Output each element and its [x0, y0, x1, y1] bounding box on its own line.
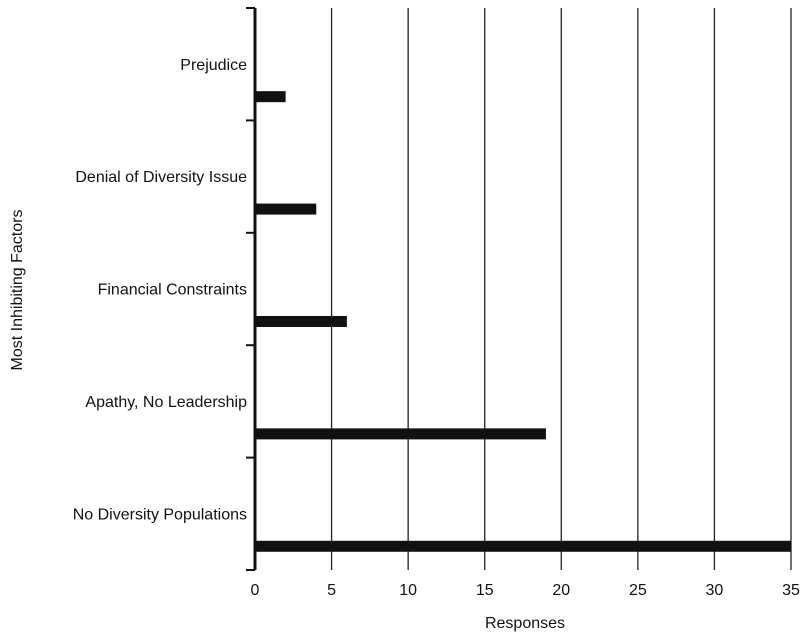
bar-4: [255, 540, 791, 552]
x-tick-label: 0: [251, 582, 260, 599]
x-tick-label: 35: [782, 582, 800, 599]
bars: [255, 91, 791, 552]
category-labels: Prejudice Denial of Diversity Issue Financ…: [73, 57, 247, 524]
bar-0: [255, 91, 286, 103]
bar-1: [255, 203, 317, 215]
category-label: Prejudice: [180, 57, 247, 74]
category-label: Financial Constraints: [98, 282, 247, 299]
bar-3: [255, 428, 546, 440]
x-tick-labels: 0 5 10 15 20 25 30 35: [251, 582, 800, 599]
category-label: No Diversity Populations: [73, 506, 247, 523]
category-label: Apathy, No Leadership: [85, 394, 247, 411]
category-label: Denial of Diversity Issue: [75, 169, 247, 186]
x-tick-label: 5: [327, 582, 336, 599]
grid-lines: [330, 8, 792, 570]
x-tick-label: 15: [476, 582, 494, 599]
y-axis-title: Most Inhibiting Factors: [9, 210, 26, 371]
x-tick-label: 25: [629, 582, 647, 599]
x-tick-label: 30: [706, 582, 724, 599]
bar-2: [255, 315, 347, 327]
x-tick-label: 10: [399, 582, 417, 599]
x-tick-label: 20: [552, 582, 570, 599]
x-axis-title: Responses: [485, 615, 565, 632]
